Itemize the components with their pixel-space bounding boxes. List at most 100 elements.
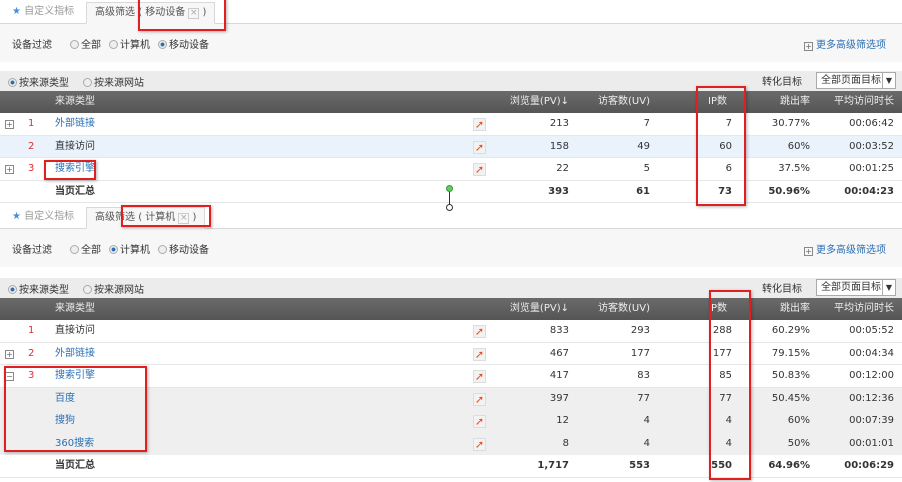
trend-chart-icon[interactable]: ➚ xyxy=(473,140,486,154)
col-ip[interactable]: IP数 xyxy=(708,303,727,314)
table-row[interactable]: + 1 外部链接 ➚ 213 7 7 30.77% 00:06:42 xyxy=(0,113,902,136)
table-row[interactable]: 1 直接访问 ➚ 833 293 288 60.29% 00:05:52 xyxy=(0,320,902,343)
device-radio[interactable]: 计算机 xyxy=(109,241,150,256)
ip-value: 4 xyxy=(725,437,732,449)
expand-icon[interactable]: + xyxy=(5,120,14,129)
tab-advanced-filter[interactable]: 高级筛选 ( 计算机 × ) xyxy=(86,207,206,229)
device-radio[interactable]: 全部 xyxy=(70,36,101,51)
report-panel: ★ 自定义指标 高级筛选 ( 计算机 × ) 设备过滤 全部 计算机 移动设备 + 更多… xyxy=(0,205,902,478)
col-pv[interactable]: 浏览量(PV)↓ xyxy=(509,303,569,314)
radio-icon xyxy=(70,244,79,254)
bounce-value: 60% xyxy=(787,415,810,426)
device-radio[interactable]: 移动设备 xyxy=(158,241,209,256)
trend-chart-icon[interactable]: ➚ xyxy=(473,163,486,176)
table-row[interactable]: 2 直接访问 ➚ 158 49 60 60% 00:03:52 xyxy=(0,135,902,158)
trend-chart-icon[interactable]: ➚ xyxy=(473,118,486,131)
resize-handle-knob[interactable] xyxy=(446,204,453,211)
table-row[interactable]: + 2 外部链接 ➚ 467 177 177 79.15% 00:04:34 xyxy=(0,343,902,365)
device-filter: 设备过滤 全部 计算机 移动设备 + 更多高级筛选项 xyxy=(0,229,902,267)
avg-time-value: 00:01:01 xyxy=(849,437,894,449)
bounce-value: 60.29% xyxy=(771,325,810,336)
bounce-value: 50.45% xyxy=(771,392,810,404)
sort-down-arrow-icon: ↓ xyxy=(560,96,569,107)
rank: 2 xyxy=(28,347,35,359)
tab-custom-metrics[interactable]: ★ 自定义指标 xyxy=(12,211,75,222)
tab-custom-metrics[interactable]: ★ 自定义指标 xyxy=(12,6,75,17)
expand-icon[interactable]: + xyxy=(5,349,14,359)
avg-time-value: 00:01:25 xyxy=(849,163,894,174)
radio-icon xyxy=(158,39,167,49)
ip-total: 550 xyxy=(711,460,732,471)
bounce-value: 60% xyxy=(787,140,810,152)
col-source-type[interactable]: 来源类型 xyxy=(55,303,95,314)
table-row[interactable]: + 3 搜索引擎 ➚ 22 5 6 37.5% 00:01:25 xyxy=(0,158,902,181)
col-source-type[interactable]: 来源类型 xyxy=(55,96,95,107)
radio-icon xyxy=(109,39,118,49)
col-bounce[interactable]: 跳出率 xyxy=(780,303,810,314)
col-bounce[interactable]: 跳出率 xyxy=(780,96,810,107)
source-name[interactable]: 搜索引擎 xyxy=(55,370,95,381)
tab-bar: ★ 自定义指标 高级筛选 ( 移动设备 × ) xyxy=(0,0,902,24)
device-radio[interactable]: 全部 xyxy=(70,241,101,256)
table-row[interactable]: − 3 搜索引擎 ➚ 417 83 85 50.83% 00:12:00 xyxy=(0,365,902,388)
table-row[interactable]: 搜狗 ➚ 12 4 4 60% 00:07:39 xyxy=(0,410,902,433)
close-icon[interactable]: × xyxy=(188,8,200,19)
trend-chart-icon[interactable]: ➚ xyxy=(473,415,486,428)
avg-time-value: 00:03:52 xyxy=(849,140,894,152)
rank: 2 xyxy=(28,140,35,152)
ip-value: 177 xyxy=(712,347,732,359)
resize-handle-knob[interactable] xyxy=(446,185,453,192)
source-name[interactable]: 外部链接 xyxy=(55,118,95,129)
trend-chart-icon[interactable]: ➚ xyxy=(473,325,486,338)
source-name[interactable]: 百度 xyxy=(55,392,75,404)
source-radio[interactable]: 按来源类型 xyxy=(8,281,69,296)
source-name: 直接访问 xyxy=(55,325,95,336)
col-ip[interactable]: IP数 xyxy=(708,96,727,107)
uv-value: 4 xyxy=(643,415,650,426)
uv-total: 61 xyxy=(636,185,650,197)
avg-time-value: 00:06:42 xyxy=(849,118,894,129)
source-name[interactable]: 搜狗 xyxy=(55,415,75,426)
col-pv[interactable]: 浏览量(PV)↓ xyxy=(509,96,569,107)
goal-select[interactable]: 全部页面目标 ▼ xyxy=(816,279,896,296)
source-name[interactable]: 搜索引擎 xyxy=(55,163,95,174)
avg-time-value: 00:04:34 xyxy=(849,347,894,359)
pv-value: 22 xyxy=(556,163,569,174)
avg-time-value: 00:12:36 xyxy=(849,392,894,404)
expand-icon[interactable]: + xyxy=(5,165,14,174)
trend-chart-icon[interactable]: ➚ xyxy=(473,437,486,451)
ip-value: 7 xyxy=(725,118,732,129)
annotation-box xyxy=(696,86,746,206)
col-uv[interactable]: 访客数(UV) xyxy=(598,96,650,107)
col-uv[interactable]: 访客数(UV) xyxy=(598,303,650,314)
radio-icon xyxy=(8,284,17,294)
device-radio[interactable]: 移动设备 xyxy=(158,36,209,51)
close-icon[interactable]: × xyxy=(178,213,190,224)
radio-icon xyxy=(158,244,167,254)
table-row[interactable]: 360搜索 ➚ 8 4 4 50% 00:01:01 xyxy=(0,432,902,455)
uv-value: 49 xyxy=(637,140,650,152)
avg-time-total: 00:06:29 xyxy=(844,460,894,471)
report-panel: ★ 自定义指标 高级筛选 ( 移动设备 × ) 设备过滤 全部 计算机 移动设备 + 更… xyxy=(0,0,902,203)
source-name[interactable]: 360搜索 xyxy=(55,437,95,449)
more-filters-link[interactable]: + 更多高级筛选项 xyxy=(804,244,886,256)
goal-select[interactable]: 全部页面目标 ▼ xyxy=(816,72,896,89)
source-radio[interactable]: 按来源网站 xyxy=(83,74,144,89)
trend-chart-icon[interactable]: ➚ xyxy=(473,347,486,361)
source-radio[interactable]: 按来源网站 xyxy=(83,281,144,296)
trend-chart-icon[interactable]: ➚ xyxy=(473,370,486,383)
uv-value: 177 xyxy=(630,347,650,359)
more-filters-link[interactable]: + 更多高级筛选项 xyxy=(804,39,886,51)
table-row[interactable]: 百度 ➚ 397 77 77 50.45% 00:12:36 xyxy=(0,387,902,410)
col-avg-time[interactable]: 平均访问时长 xyxy=(834,303,894,314)
source-mode: 按来源类型 按来源网站 转化目标 全部页面目标 ▼ xyxy=(0,71,902,91)
device-radio[interactable]: 计算机 xyxy=(109,36,150,51)
trend-chart-icon[interactable]: ➚ xyxy=(473,392,486,406)
tab-advanced-filter[interactable]: 高级筛选 ( 移动设备 × ) xyxy=(86,2,216,24)
uv-value: 4 xyxy=(643,437,650,449)
col-avg-time[interactable]: 平均访问时长 xyxy=(834,96,894,107)
resize-handle[interactable] xyxy=(449,188,450,209)
source-name[interactable]: 外部链接 xyxy=(55,347,95,359)
source-radio[interactable]: 按来源类型 xyxy=(8,74,69,89)
ip-value: 85 xyxy=(719,370,732,381)
